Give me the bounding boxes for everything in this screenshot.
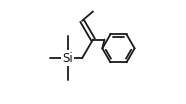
Text: Si: Si	[62, 52, 73, 65]
